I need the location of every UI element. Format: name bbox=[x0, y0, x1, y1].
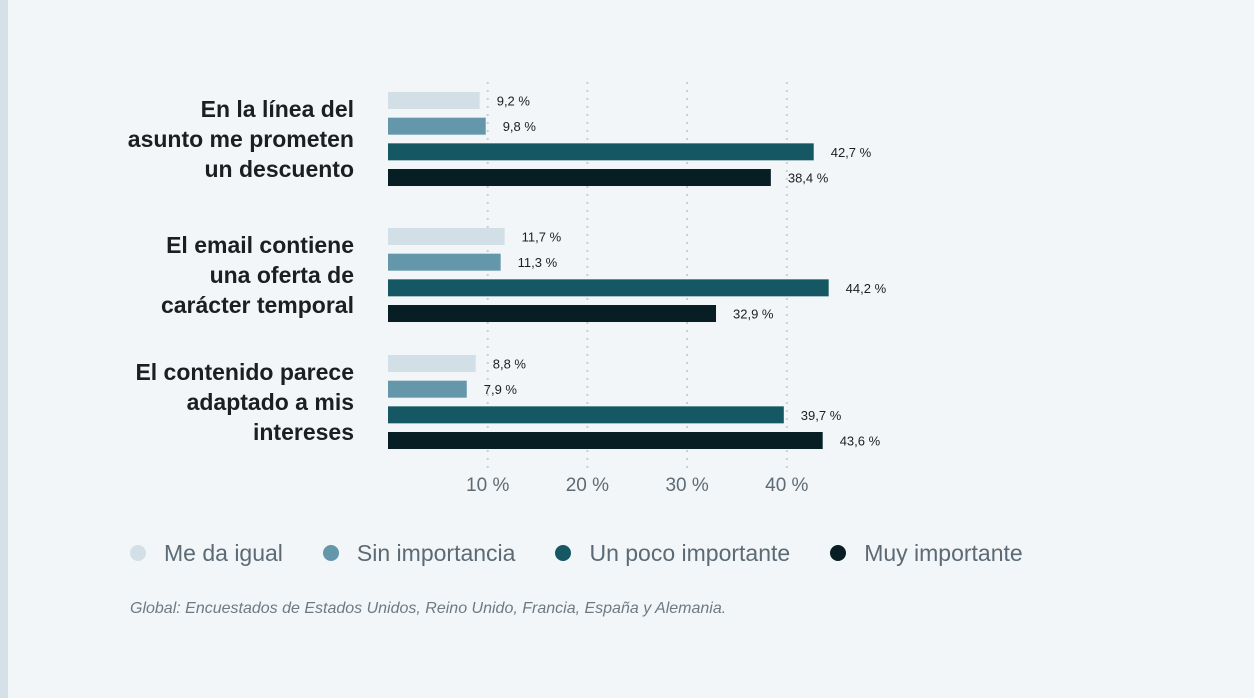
value-label: 11,7 % bbox=[522, 230, 562, 245]
bar bbox=[388, 117, 486, 135]
x-tick-label: 40 % bbox=[765, 475, 808, 496]
category-label: En la línea del asunto me prometen un desc… bbox=[128, 96, 354, 182]
value-label: 9,8 % bbox=[503, 119, 537, 134]
category-label-line: intereses bbox=[253, 419, 354, 445]
x-tick-label: 20 % bbox=[566, 475, 609, 496]
value-label: 9,2 % bbox=[497, 94, 531, 109]
value-label: 38,4 % bbox=[788, 171, 829, 186]
legend-dot bbox=[830, 545, 847, 561]
legend-dot bbox=[130, 545, 146, 561]
legend-label: Un poco importante bbox=[589, 539, 791, 566]
bar bbox=[388, 92, 480, 109]
category-label-line: una oferta de bbox=[210, 262, 354, 288]
x-tick-label: 10 % bbox=[466, 475, 509, 496]
category-label-line: En la línea del bbox=[201, 96, 354, 122]
legend: Me da igual Sin importancia Un poco impo… bbox=[130, 537, 1063, 569]
legend-item-un-poco-importante: Un poco importante bbox=[555, 540, 790, 567]
legend-label: Me da igual bbox=[164, 539, 283, 566]
value-label: 42,7 % bbox=[831, 145, 872, 160]
value-label: 44,2 % bbox=[846, 281, 887, 296]
bar bbox=[388, 143, 814, 161]
legend-item-me-da-igual: Me da igual bbox=[130, 540, 283, 567]
legend-label: Sin importancia bbox=[356, 539, 516, 566]
category-label-line: adaptado a mis bbox=[187, 389, 354, 415]
value-label: 7,9 % bbox=[484, 382, 518, 397]
chart-area: 9,2 % 9,8 % 42,7 % 38,4 % En la línea del asu… bbox=[128, 82, 887, 496]
bar bbox=[388, 305, 717, 323]
bar bbox=[388, 355, 476, 372]
legend-dot bbox=[555, 545, 572, 561]
bar bbox=[388, 279, 829, 297]
legend-item-muy-importante: Muy importante bbox=[830, 540, 1023, 567]
value-label: 43,6 % bbox=[840, 434, 881, 449]
category-label-line: un descuento bbox=[204, 156, 354, 182]
category-label: El email contiene una oferta de carácter t… bbox=[161, 232, 354, 318]
bar bbox=[388, 406, 784, 424]
category-label-line: El contenido parece bbox=[135, 359, 354, 385]
left-rail bbox=[0, 0, 8, 698]
legend-dot bbox=[322, 545, 339, 561]
value-label: 32,9 % bbox=[733, 307, 774, 322]
category-label-line: asunto me prometen bbox=[128, 126, 354, 152]
bar bbox=[388, 169, 771, 187]
bar bbox=[388, 228, 505, 245]
legend-label: Muy importante bbox=[864, 539, 1023, 566]
bar-layer bbox=[388, 92, 829, 450]
footnote: Global: Encuestados de Estados Unidos, R… bbox=[130, 600, 727, 617]
x-tick-label: 30 % bbox=[665, 475, 708, 496]
label-layer: 9,2 % 9,8 % 42,7 %38,4 % En la línea del asu… bbox=[128, 94, 887, 449]
category-label: El contenido parece adaptado a mis interes… bbox=[135, 359, 354, 445]
axis-layer: 10 % 20 % 30 % 40 % bbox=[466, 475, 809, 496]
legend-item-sin-importancia: Sin importancia bbox=[322, 539, 516, 567]
value-label: 8,8 % bbox=[493, 357, 527, 372]
category-label-line: El email contiene bbox=[166, 232, 354, 258]
value-label: 11,3 % bbox=[518, 255, 558, 270]
bar bbox=[388, 380, 467, 398]
bar bbox=[388, 432, 823, 450]
bar bbox=[388, 253, 501, 271]
bar-chart: 9,2 % 9,8 % 42,7 %38,4 % En la línea del asu… bbox=[128, 82, 887, 496]
value-label: 39,7 % bbox=[801, 408, 842, 423]
category-label-line: carácter temporal bbox=[161, 292, 354, 318]
